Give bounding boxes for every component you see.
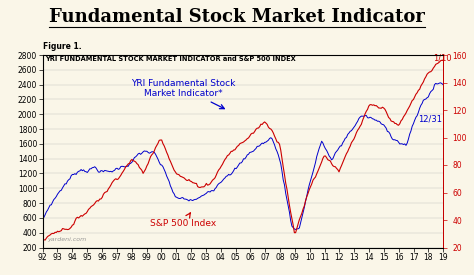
Text: 1/10: 1/10 <box>434 54 452 63</box>
Text: YRI FUNDAMENTAL STOCK MARKET INDICATOR and S&P 500 INDEX: YRI FUNDAMENTAL STOCK MARKET INDICATOR a… <box>45 56 295 62</box>
Text: YRI Fundamental Stock
Market Indicator*: YRI Fundamental Stock Market Indicator* <box>131 79 236 109</box>
Text: S&P 500 Index: S&P 500 Index <box>150 213 217 228</box>
Text: 12/31: 12/31 <box>418 115 442 124</box>
Text: Figure 1.: Figure 1. <box>43 42 81 51</box>
Text: yardeni.com: yardeni.com <box>46 237 86 242</box>
Text: Fundamental Stock Market Indicator: Fundamental Stock Market Indicator <box>49 8 425 26</box>
